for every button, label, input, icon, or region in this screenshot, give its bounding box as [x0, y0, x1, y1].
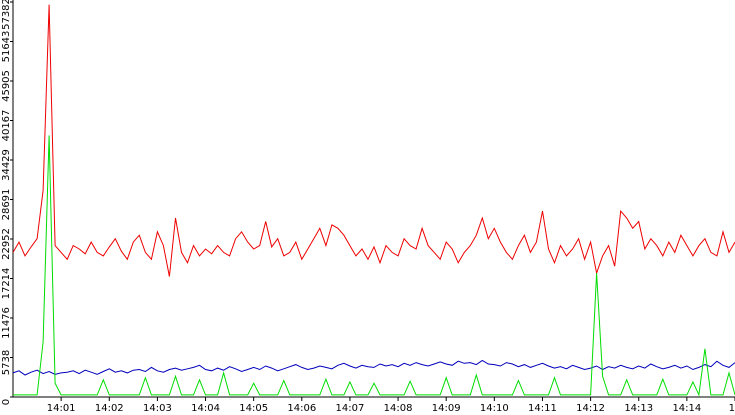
y-tick-label: 11476	[1, 307, 12, 339]
x-tick-label: 14:08	[384, 403, 413, 414]
x-tick-label: 14:10	[480, 403, 509, 414]
y-tick-label: 40167	[1, 110, 12, 142]
series-line	[13, 135, 735, 397]
x-tick-label: 14:02	[95, 403, 124, 414]
y-tick-label: 28691	[1, 189, 12, 221]
y-tick-label: 0	[1, 399, 12, 405]
series-line	[12, 4, 735, 277]
x-tick-label: 14:05	[239, 403, 268, 414]
x-tick-label: 14:03	[143, 403, 172, 414]
y-tick-label: 5738	[1, 350, 12, 375]
x-tick-label: 14:07	[336, 403, 365, 414]
x-tick-label: 14:12	[576, 403, 605, 414]
series-line	[12, 359, 735, 376]
x-tick-label: 14:04	[191, 403, 220, 414]
x-tick-label: 14:13	[624, 403, 653, 414]
x-tick-label: 14:11	[528, 403, 557, 414]
y-tick-label: 57382	[1, 0, 12, 30]
y-tick-label: 51643	[1, 31, 12, 63]
y-tick-label: 22952	[1, 228, 12, 260]
y-tick-label: 34429	[1, 149, 12, 181]
x-tick-label: 14:14	[672, 403, 701, 414]
x-tick-label: 14:01	[47, 403, 76, 414]
x-tick-label: 14:06	[287, 403, 316, 414]
y-tick-label: 17214	[1, 268, 12, 300]
x-tick-label: 14:09	[432, 403, 461, 414]
y-tick-label: 45905	[1, 70, 12, 102]
x-tick-label: 14	[729, 403, 735, 414]
